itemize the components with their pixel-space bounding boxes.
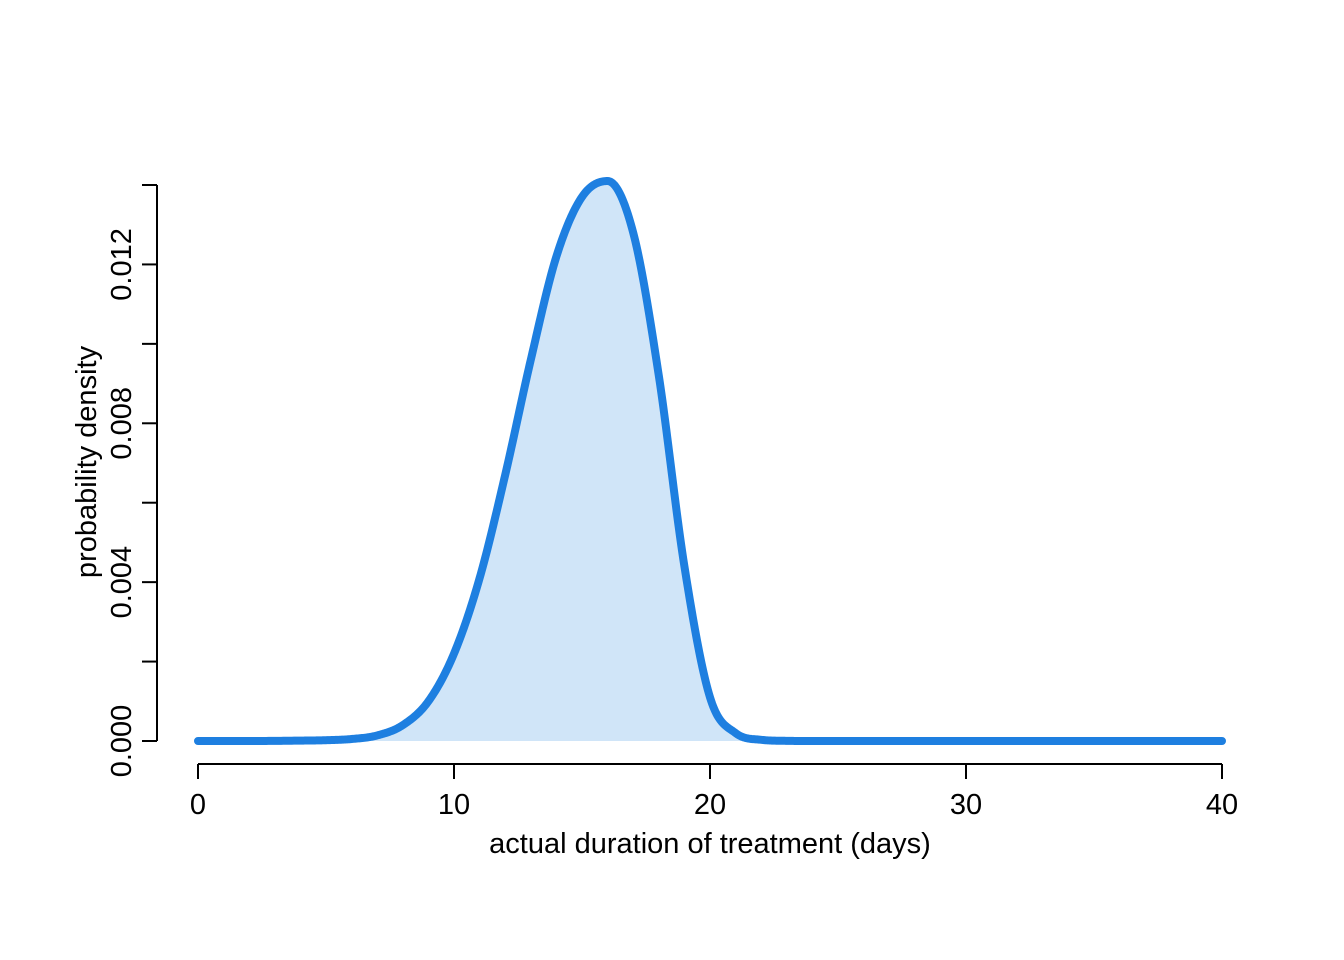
x-axis: 0 10 20 30 40	[190, 763, 1238, 821]
x-tick-label: 40	[1206, 789, 1238, 821]
x-tick-label: 10	[438, 789, 470, 821]
density-area-fill	[198, 181, 762, 741]
y-axis-title: probability density	[71, 345, 103, 578]
density-line	[194, 177, 1226, 745]
y-tick-label: 0.000	[106, 705, 138, 778]
y-tick-label: 0.004	[106, 546, 138, 619]
x-tick-label: 30	[950, 789, 982, 821]
x-tick-label: 20	[694, 789, 726, 821]
plot-area	[194, 177, 1226, 745]
y-tick-label: 0.012	[106, 228, 138, 301]
x-axis-title: actual duration of treatment (days)	[489, 828, 931, 860]
y-tick-label: 0.008	[106, 387, 138, 460]
x-tick-label: 0	[190, 789, 206, 821]
y-axis: 0.000 0.004 0.008 0.012	[106, 184, 158, 778]
